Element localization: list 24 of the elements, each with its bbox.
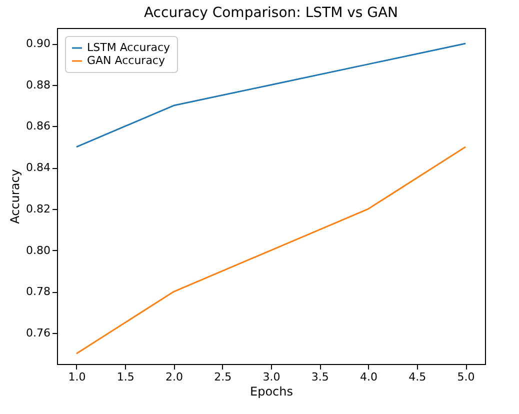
x-tick-label: 2.5 (214, 370, 232, 384)
y-tick-label: 0.80 (26, 244, 50, 257)
x-tick-label: 2.0 (165, 370, 183, 384)
x-tick-label: 1.5 (116, 370, 134, 384)
y-tick-label: 0.82 (26, 202, 50, 216)
x-tick-label: 5.0 (457, 370, 475, 384)
legend-label: LSTM Accuracy (87, 41, 171, 54)
line-series (76, 42, 466, 148)
x-tick-label: 3.5 (311, 370, 329, 384)
y-tick-label: 0.86 (26, 120, 50, 133)
legend-label: GAN Accuracy (87, 54, 166, 67)
y-tick-label: 0.88 (26, 78, 50, 92)
line-series (76, 146, 466, 354)
x-axis-title: Epochs (250, 384, 293, 398)
y-tick-label: 0.78 (26, 285, 50, 298)
y-tick-label: 0.90 (26, 37, 50, 50)
y-tick-label: 0.76 (26, 326, 50, 340)
y-axis-title: Accuracy (8, 169, 22, 224)
y-tick-label: 0.84 (26, 161, 50, 174)
x-tick-label: 3.0 (262, 370, 280, 384)
chart-title: Accuracy Comparison: LSTM vs GAN (144, 5, 398, 21)
x-tick-label: 1.0 (68, 370, 86, 384)
x-tick-label: 4.0 (360, 370, 378, 384)
x-tick-label: 4.5 (408, 370, 426, 384)
